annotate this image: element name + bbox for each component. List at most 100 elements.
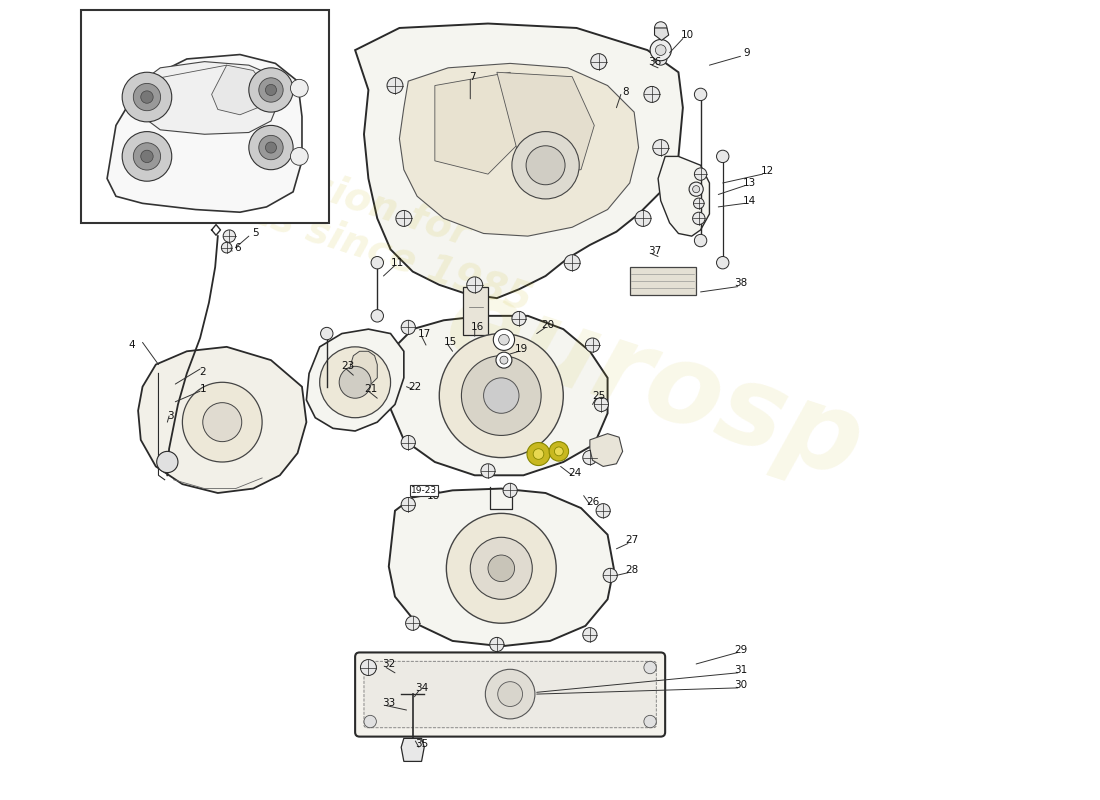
Circle shape	[265, 85, 276, 95]
Polygon shape	[139, 347, 307, 493]
Circle shape	[265, 142, 276, 153]
Circle shape	[481, 464, 495, 478]
Text: 11: 11	[390, 258, 405, 268]
Circle shape	[591, 54, 607, 70]
Text: 29: 29	[734, 645, 747, 654]
Circle shape	[527, 442, 550, 466]
Polygon shape	[211, 65, 266, 114]
Text: 38: 38	[734, 278, 747, 288]
Circle shape	[693, 212, 705, 225]
Circle shape	[694, 168, 707, 180]
Circle shape	[402, 498, 416, 512]
Polygon shape	[658, 157, 710, 236]
Circle shape	[133, 142, 161, 170]
Text: 32: 32	[382, 659, 395, 669]
Circle shape	[526, 146, 565, 185]
Polygon shape	[390, 316, 607, 475]
Text: 28: 28	[625, 565, 638, 575]
Polygon shape	[497, 72, 594, 174]
FancyBboxPatch shape	[364, 662, 657, 728]
Polygon shape	[590, 434, 623, 466]
Circle shape	[141, 91, 153, 103]
Circle shape	[258, 135, 283, 160]
Circle shape	[490, 638, 504, 651]
Circle shape	[133, 83, 161, 110]
Text: 7: 7	[469, 72, 475, 82]
Circle shape	[339, 366, 371, 398]
Polygon shape	[143, 62, 279, 134]
FancyBboxPatch shape	[355, 653, 666, 737]
Circle shape	[496, 352, 512, 368]
Text: 13: 13	[742, 178, 756, 188]
Polygon shape	[355, 23, 683, 298]
Text: 26: 26	[586, 497, 600, 507]
Circle shape	[223, 230, 235, 242]
Text: 10: 10	[681, 30, 694, 40]
Circle shape	[249, 126, 293, 170]
Circle shape	[406, 616, 420, 630]
Circle shape	[320, 327, 333, 340]
Text: 35: 35	[415, 738, 428, 749]
Circle shape	[650, 39, 671, 61]
Circle shape	[635, 210, 651, 226]
Circle shape	[493, 329, 515, 350]
Circle shape	[249, 68, 293, 112]
Circle shape	[290, 79, 308, 97]
Circle shape	[503, 483, 517, 498]
Circle shape	[488, 555, 515, 582]
Circle shape	[644, 86, 660, 102]
Circle shape	[141, 150, 153, 162]
Text: 3: 3	[167, 411, 174, 421]
Polygon shape	[434, 72, 524, 174]
Circle shape	[554, 447, 563, 456]
Polygon shape	[399, 63, 639, 236]
Text: 30: 30	[734, 680, 747, 690]
Text: 36: 36	[648, 57, 661, 66]
Circle shape	[447, 514, 557, 623]
Circle shape	[183, 382, 262, 462]
Circle shape	[371, 310, 384, 322]
Circle shape	[644, 715, 657, 728]
Text: 6: 6	[234, 242, 241, 253]
Text: 4: 4	[129, 340, 135, 350]
Circle shape	[290, 147, 308, 166]
Text: 14: 14	[742, 196, 756, 206]
Circle shape	[402, 435, 416, 450]
Text: 19: 19	[515, 344, 528, 354]
Circle shape	[500, 356, 508, 364]
Circle shape	[689, 182, 703, 196]
Polygon shape	[349, 351, 377, 386]
Circle shape	[716, 257, 729, 269]
Bar	[463, 286, 488, 335]
Text: 16: 16	[471, 322, 484, 332]
Text: 2: 2	[199, 366, 206, 377]
Circle shape	[644, 662, 657, 674]
Polygon shape	[388, 489, 614, 646]
Circle shape	[396, 210, 411, 226]
Text: 31: 31	[734, 665, 747, 675]
Circle shape	[694, 234, 707, 246]
Circle shape	[402, 320, 416, 334]
Text: 20: 20	[541, 320, 554, 330]
Circle shape	[221, 242, 232, 253]
Bar	[80, 10, 329, 223]
Circle shape	[461, 356, 541, 435]
Circle shape	[512, 311, 526, 326]
Circle shape	[654, 53, 667, 65]
Text: 15: 15	[444, 338, 458, 347]
Circle shape	[364, 662, 376, 674]
Text: 34: 34	[415, 683, 428, 693]
Circle shape	[258, 78, 283, 102]
Text: 8: 8	[621, 86, 628, 97]
Circle shape	[583, 450, 597, 465]
Text: 22: 22	[409, 382, 422, 392]
Circle shape	[594, 398, 608, 411]
Text: 33: 33	[382, 698, 395, 708]
Circle shape	[693, 198, 704, 209]
Bar	[629, 267, 696, 295]
Polygon shape	[402, 738, 425, 762]
Circle shape	[485, 670, 535, 719]
Circle shape	[371, 257, 384, 269]
Circle shape	[361, 659, 376, 675]
Circle shape	[716, 150, 729, 162]
